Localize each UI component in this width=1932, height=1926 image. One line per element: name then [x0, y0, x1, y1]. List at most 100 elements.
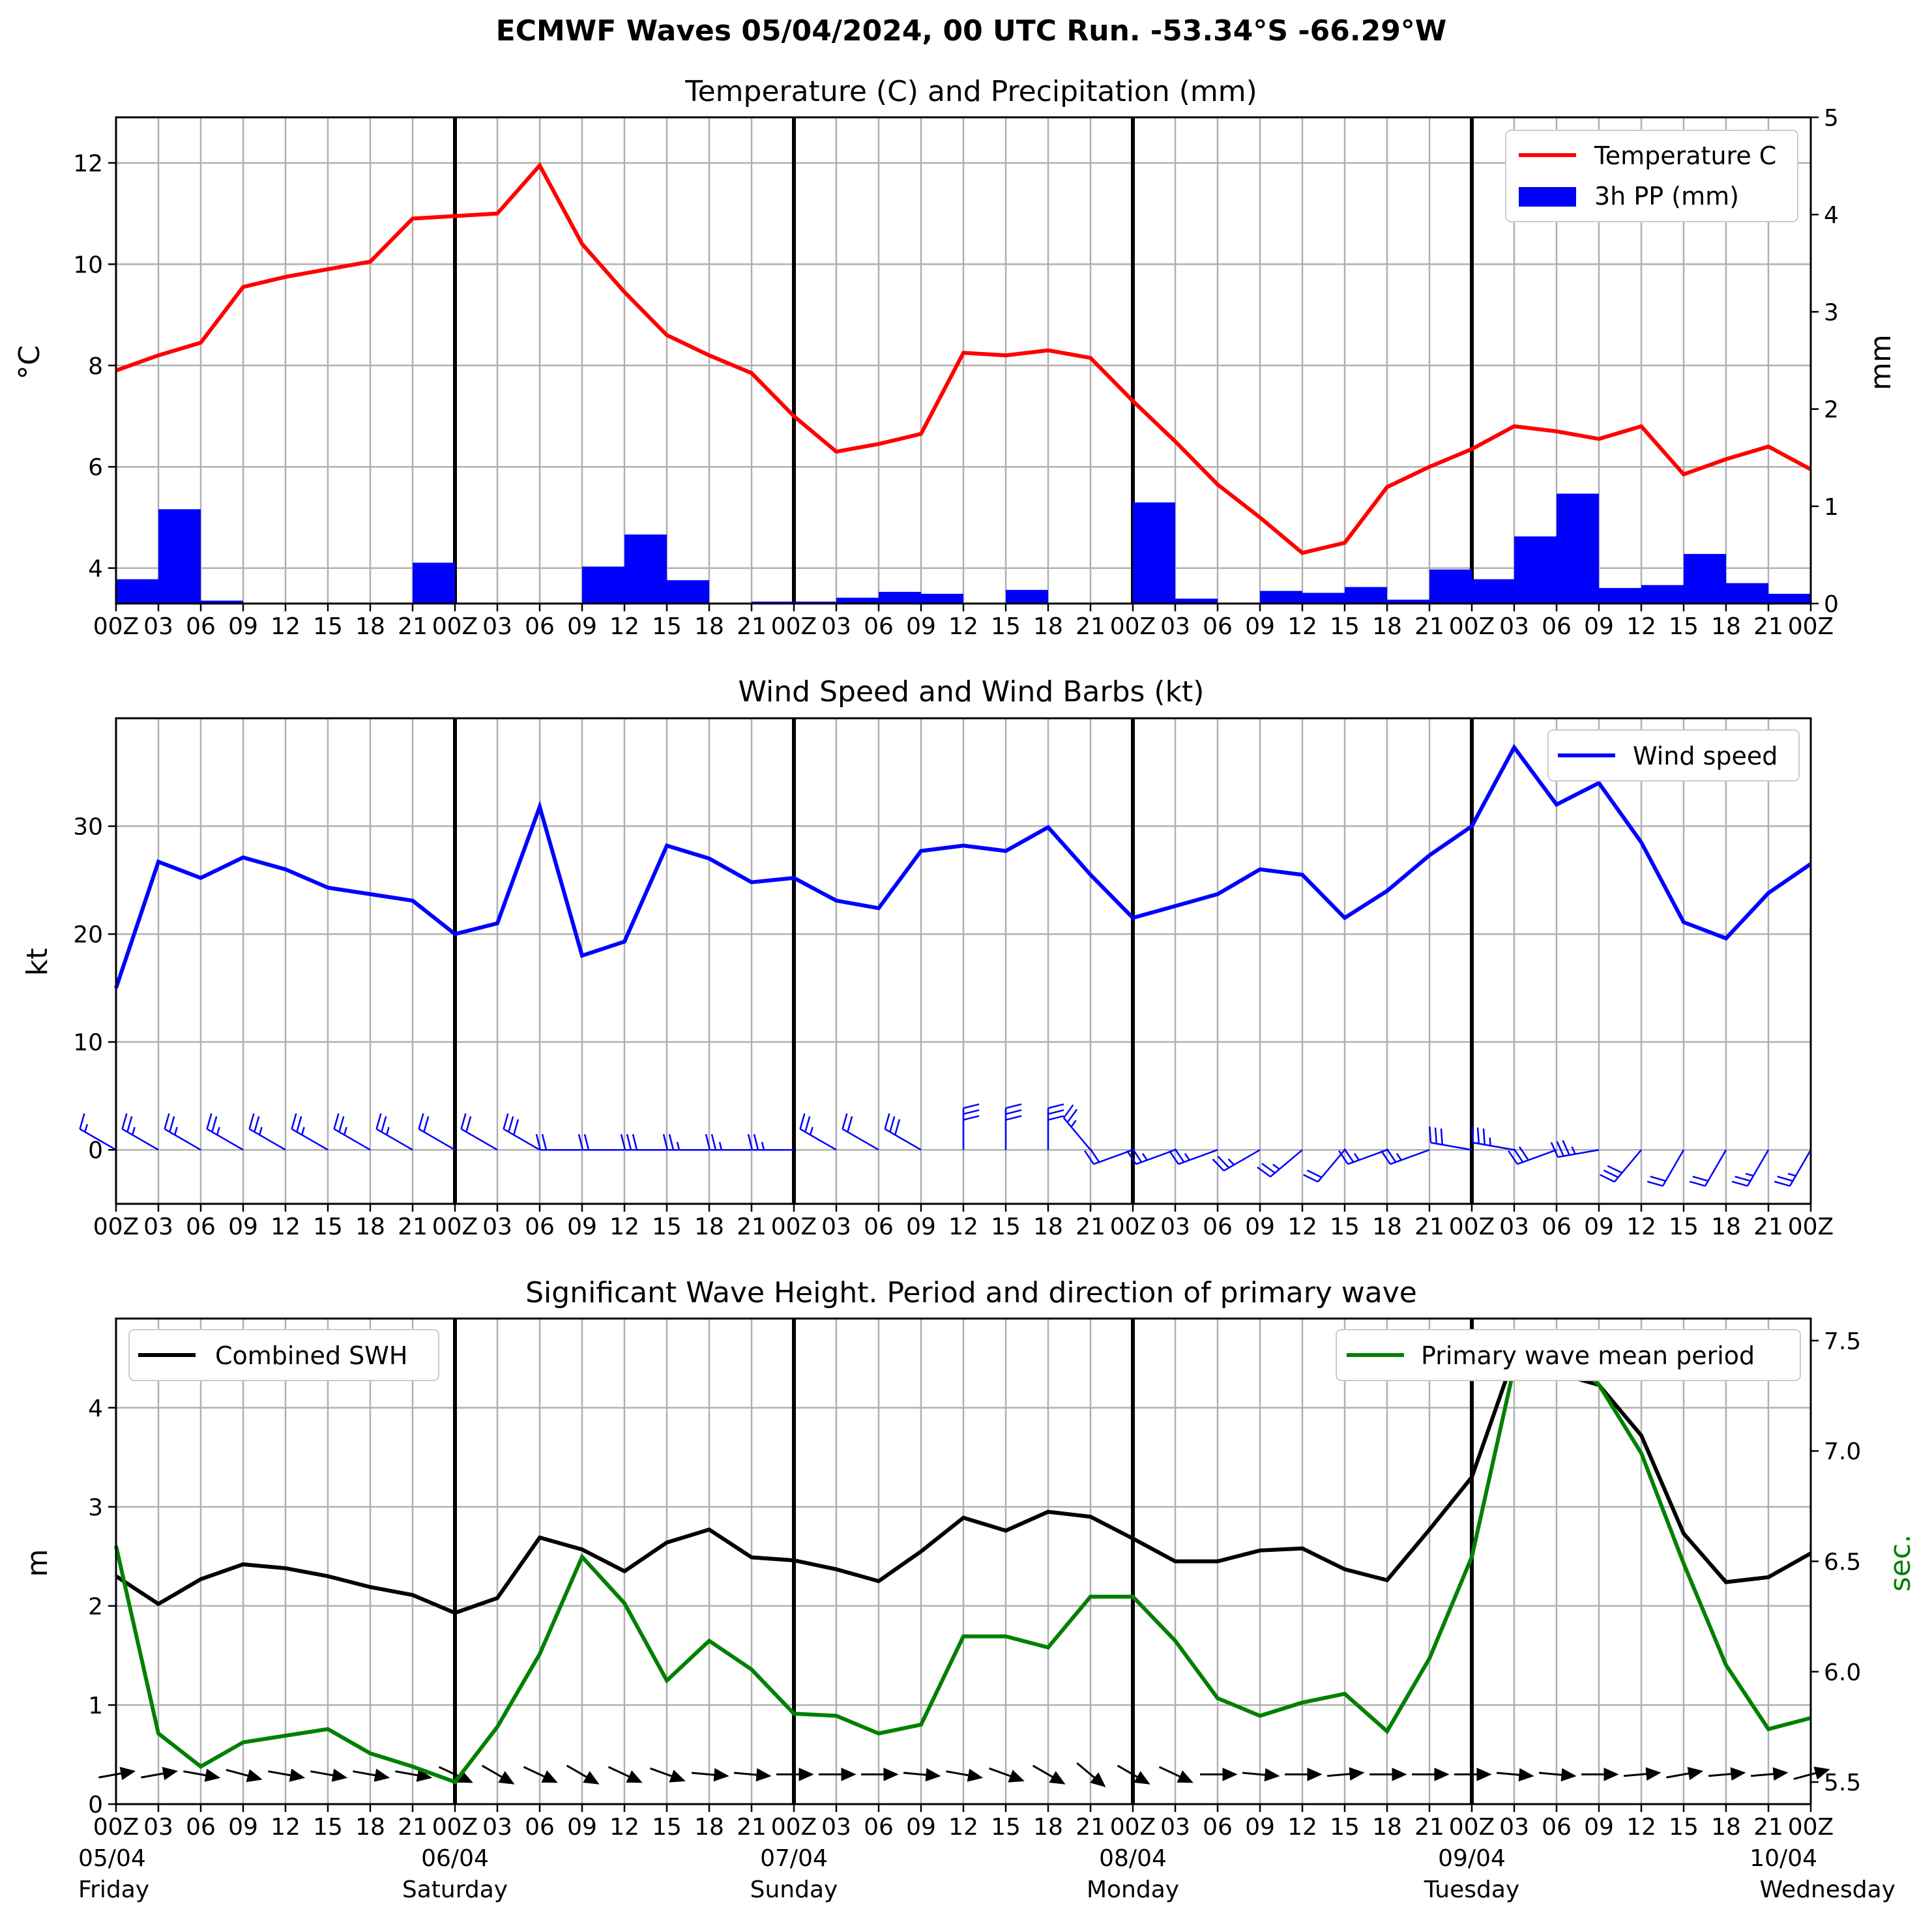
precip-bar [582, 566, 624, 604]
wave-direction-arrow [650, 1767, 686, 1783]
x-tick-label: 12 [948, 613, 978, 640]
x-tick-label: 18 [1033, 1214, 1063, 1240]
x-tick-label: 06 [525, 1214, 555, 1240]
x-tick-label: 03 [143, 1214, 173, 1240]
x-tick-label: 00Z [1788, 613, 1834, 640]
precip-bar [1387, 600, 1429, 604]
wind-barb [1381, 1148, 1430, 1165]
x-tick-label: 12 [609, 1214, 639, 1240]
wave-direction-arrow [1708, 1767, 1746, 1781]
x-tick-label: 18 [1372, 1814, 1402, 1841]
wind-panel: Wind Speed and Wind Barbs (kt) 0 10 20 30 00… [21, 675, 1834, 1240]
wind-barb [164, 1113, 201, 1151]
y2-tick-label: 4 [1824, 202, 1839, 229]
y2-tick-label: 6.5 [1824, 1549, 1861, 1576]
x-tick-label: 21 [1076, 613, 1105, 640]
precip-bar [1514, 536, 1557, 604]
x-tick-label: 03 [1160, 613, 1190, 640]
wave-direction-arrow [523, 1766, 558, 1783]
x-tick-label: 15 [313, 613, 343, 640]
x-tick-label: 03 [482, 613, 512, 640]
x-tick-label: 18 [1372, 613, 1402, 640]
wave-direction-arrow [353, 1768, 390, 1782]
precip-bar [158, 509, 201, 604]
x-tick-label: 15 [1330, 613, 1360, 640]
date-label: 07/04 [760, 1845, 828, 1872]
x-tick-label: 15 [991, 1814, 1021, 1841]
wind-barb [460, 1113, 498, 1151]
y2-tick-label: 6.0 [1824, 1659, 1861, 1686]
x-tick-label: 09 [1245, 1814, 1275, 1841]
x-tick-label: 21 [1414, 1214, 1444, 1240]
precip-bar [1429, 569, 1472, 604]
wind-barb [291, 1113, 329, 1151]
x-tick-label: 03 [1499, 1214, 1529, 1240]
x-tick-label: 09 [228, 1814, 258, 1841]
wind-barb [1600, 1149, 1642, 1183]
precip-bar [201, 600, 243, 604]
wave-direction-arrow [1158, 1766, 1193, 1783]
date-label: 08/04 [1099, 1845, 1167, 1872]
wave-direction-arrow [1076, 1762, 1106, 1788]
legend-period: Primary wave mean period [1336, 1329, 1801, 1381]
wind-barb [79, 1113, 117, 1151]
x-tick-label: 09 [1584, 1814, 1614, 1841]
wave-direction-arrow [1581, 1768, 1619, 1781]
y-tick-label: 0 [88, 1792, 103, 1818]
wind-barb [1257, 1149, 1303, 1178]
y2-tick-label: 3 [1824, 299, 1839, 326]
precip-bar [879, 592, 921, 604]
wind-barb [1429, 1126, 1472, 1151]
precip-bar [921, 594, 963, 604]
x-tick-label: 18 [1033, 1814, 1063, 1841]
x-tick-label: 12 [948, 1214, 978, 1240]
x-tick-label: 15 [313, 1814, 343, 1841]
x-tick-label: 18 [1711, 1214, 1741, 1240]
wind-barb [747, 1133, 795, 1151]
wind-barb [1550, 1140, 1600, 1158]
wind-barb [1126, 1148, 1176, 1165]
wave-direction-arrow [1666, 1766, 1704, 1781]
wave-direction-arrow [395, 1768, 433, 1782]
date-label: 06/04 [421, 1845, 489, 1872]
x-tick-label: 06 [864, 1214, 894, 1240]
x-tick-label: 06 [525, 613, 555, 640]
x-tick-label: 09 [567, 1214, 597, 1240]
y-tick-label: 1 [88, 1693, 103, 1719]
wave-direction-arrow [776, 1768, 814, 1781]
day-label: Friday [78, 1876, 149, 1903]
y2-tick-label: 1 [1824, 494, 1839, 521]
day-label: Wednesday [1760, 1876, 1895, 1903]
plot-frame [115, 1317, 1812, 1805]
y2-tick-label: 7.5 [1824, 1328, 1861, 1355]
x-tick-label: 21 [1076, 1814, 1105, 1841]
x-tick-label: 06 [186, 1214, 216, 1240]
x-tick-label: 00Z [93, 1214, 139, 1240]
x-tick-label: 12 [1626, 613, 1656, 640]
x-tick-label: 15 [991, 1214, 1021, 1240]
x-tick-label: 12 [1626, 1814, 1656, 1841]
wind-barb [884, 1113, 922, 1151]
x-tick-label: 15 [1669, 1814, 1699, 1841]
wind-barb [962, 1103, 980, 1150]
wave-direction-arrow [1538, 1768, 1577, 1782]
wind-barb [662, 1133, 710, 1151]
precip-bar [667, 580, 709, 604]
wind-barb [121, 1113, 159, 1151]
precip-bar [1599, 588, 1641, 604]
wind-barb [1062, 1104, 1091, 1151]
wave-direction-arrow [1412, 1768, 1450, 1781]
wind-barb [1774, 1149, 1812, 1187]
x-tick-label: 06 [525, 1814, 555, 1841]
y2-tick-label: 7.0 [1824, 1438, 1861, 1465]
wave-direction-arrow [226, 1768, 263, 1783]
wave-direction-arrow [691, 1768, 729, 1782]
wind-barb [799, 1113, 837, 1151]
y-tick-label: 0 [88, 1137, 103, 1164]
wind-barb [503, 1113, 540, 1151]
x-tick-label: 03 [1499, 613, 1529, 640]
x-tick-label: 03 [1160, 1814, 1190, 1841]
panel-title-wind: Wind Speed and Wind Barbs (kt) [739, 675, 1205, 708]
y2-tick-label: 5.5 [1824, 1770, 1861, 1796]
